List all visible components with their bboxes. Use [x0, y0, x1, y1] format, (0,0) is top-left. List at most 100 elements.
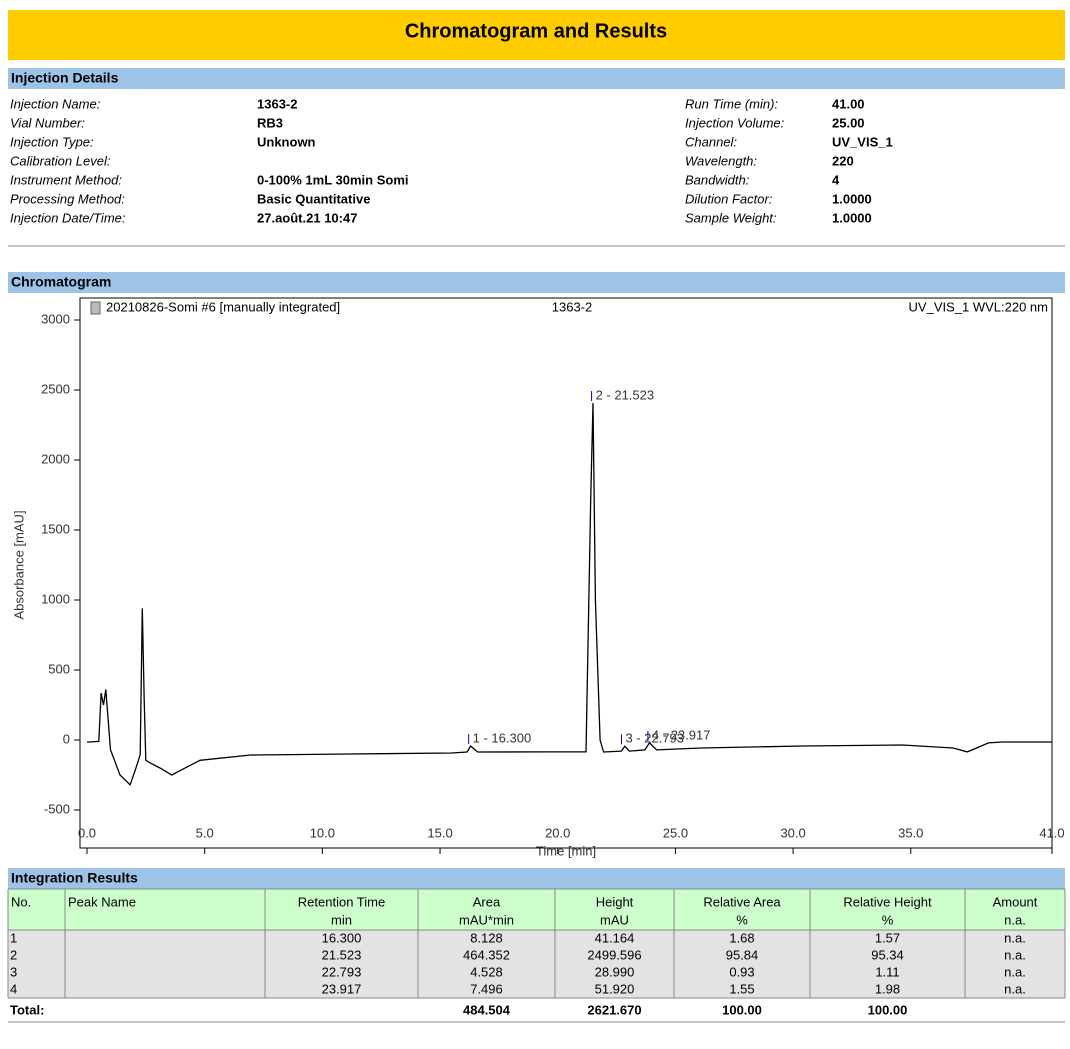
x-tick-label: 10.0 [310, 825, 335, 840]
cell: 16.300 [322, 930, 362, 945]
detail-value: Basic Quantitative [257, 191, 370, 206]
detail-value: 4 [832, 172, 840, 187]
peak-label: 3 - 22.793 [625, 731, 684, 746]
report-title: Chromatogram and Results [405, 20, 667, 42]
trace [86, 402, 1052, 786]
detail-value: UV_VIS_1 [832, 134, 893, 149]
y-tick-label: 2500 [41, 381, 70, 396]
y-tick-label: 3000 [41, 311, 70, 326]
column-header: Relative Area [703, 894, 781, 909]
cell: 2499.596 [587, 947, 641, 962]
section-title: Chromatogram [11, 274, 111, 290]
cell: 1.57 [875, 930, 900, 945]
section-title: Integration Results [11, 870, 138, 886]
detail-label: Injection Name: [10, 96, 101, 111]
column-unit: mAU [600, 912, 629, 927]
detail-label: Processing Method: [10, 191, 125, 206]
y-axis-label: Absorbance [mAU] [11, 510, 26, 619]
detail-value: 0-100% 1mL 30min Somi [257, 172, 409, 187]
chart-header: UV_VIS_1 WVL:220 nm [909, 299, 1048, 314]
detail-value: 25.00 [832, 115, 865, 130]
x-axis-label: Time [min] [536, 843, 596, 858]
cell: 1.68 [729, 930, 754, 945]
cell: 23.917 [322, 981, 362, 996]
column-unit: n.a. [1004, 912, 1026, 927]
cell: n.a. [1004, 930, 1026, 945]
x-tick-label: 35.0 [898, 825, 923, 840]
column-header: Area [473, 894, 501, 909]
cell: 2 [10, 947, 17, 962]
detail-label: Injection Volume: [685, 115, 785, 130]
cell: 1.11 [875, 964, 899, 979]
cell: 51.920 [595, 981, 635, 996]
total-cell: 484.504 [463, 1002, 511, 1017]
detail-label: Dilution Factor: [685, 191, 773, 206]
section-bar [8, 272, 1065, 293]
y-tick-label: 2000 [41, 451, 70, 466]
cell: 1.98 [875, 981, 900, 996]
y-tick-label: 1500 [41, 521, 70, 536]
cell: 4.528 [470, 964, 503, 979]
column-header: Retention Time [298, 894, 385, 909]
peak-label: 4 - 23.917 [652, 727, 711, 742]
detail-value: 1363-2 [257, 96, 297, 111]
header-row [8, 889, 1065, 930]
detail-label: Vial Number: [10, 115, 85, 130]
cell: 7.496 [470, 981, 503, 996]
detail-label: Channel: [685, 134, 737, 149]
cell: 464.352 [463, 947, 510, 962]
y-tick-label: 1000 [41, 591, 70, 606]
cell: n.a. [1004, 947, 1026, 962]
x-tick-label: 5.0 [196, 825, 214, 840]
column-header: Peak Name [68, 894, 136, 909]
cell: 21.523 [322, 947, 362, 962]
column-header: Relative Height [843, 894, 932, 909]
detail-label: Wavelength: [685, 153, 757, 168]
x-tick-label: 15.0 [427, 825, 452, 840]
detail-label: Bandwidth: [685, 172, 750, 187]
chart-title: 1363-2 [552, 299, 592, 314]
x-tick-label: 20.0 [545, 825, 570, 840]
cell: 3 [10, 964, 17, 979]
cell: 1 [10, 930, 17, 945]
cell: 1.55 [729, 981, 754, 996]
cell: 0.93 [729, 964, 754, 979]
detail-value: 27.août.21 10:47 [257, 210, 357, 225]
peak-label: 2 - 21.523 [596, 387, 655, 402]
section-bar [8, 868, 1065, 889]
total-cell: 2621.670 [587, 1002, 641, 1017]
detail-value: 220 [832, 153, 854, 168]
detail-value: 1.0000 [832, 210, 872, 225]
data-rows [8, 930, 1065, 998]
cell: 41.164 [595, 930, 635, 945]
detail-value: 41.00 [832, 96, 865, 111]
total-cell: 100.00 [868, 1002, 908, 1017]
cell: n.a. [1004, 964, 1026, 979]
y-tick-label: 0 [63, 731, 70, 746]
column-header: No. [11, 894, 31, 909]
column-header: Height [596, 894, 634, 909]
column-unit: mAU*min [459, 912, 514, 927]
cell: 8.128 [470, 930, 503, 945]
cell: 4 [10, 981, 17, 996]
y-tick-label: -500 [44, 801, 70, 816]
column-unit: min [331, 912, 352, 927]
peak-label: 1 - 16.300 [473, 730, 532, 745]
chart-header: 20210826-Somi #6 [manually integrated] [106, 299, 340, 314]
section-title: Injection Details [11, 70, 119, 86]
detail-label: Calibration Level: [10, 153, 111, 168]
x-tick-label: 41.0 [1039, 825, 1064, 840]
cell: 95.34 [871, 947, 904, 962]
column-unit: % [736, 912, 748, 927]
cell: 22.793 [322, 964, 362, 979]
title-bar [8, 10, 1065, 60]
x-tick-label: 25.0 [663, 825, 688, 840]
detail-label: Instrument Method: [10, 172, 122, 187]
icon [90, 301, 101, 315]
plot-frame [79, 297, 1053, 849]
detail-value: 1.0000 [832, 191, 872, 206]
y-tick-label: 500 [48, 661, 70, 676]
detail-label: Injection Type: [10, 134, 94, 149]
cell: 95.84 [726, 947, 759, 962]
